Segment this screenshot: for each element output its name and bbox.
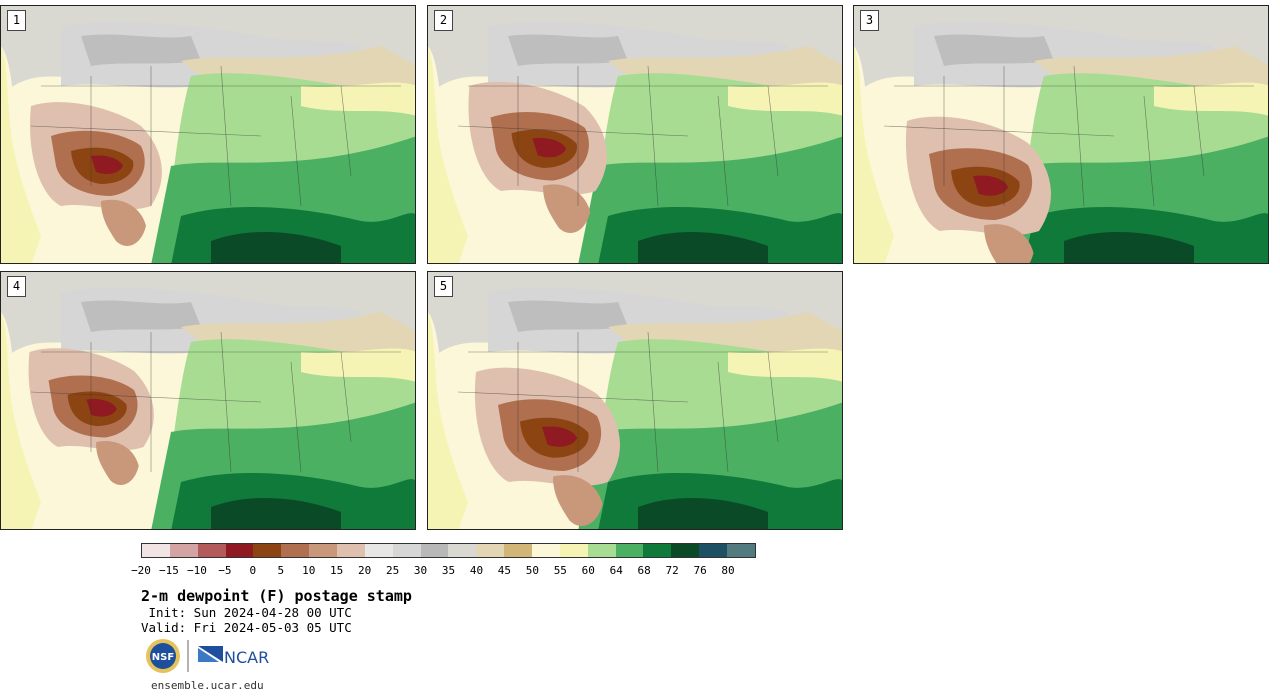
panel-number: 4 (7, 276, 26, 297)
colorbar-swatch (587, 544, 616, 557)
map-panel-2: 2 (427, 5, 843, 264)
colorbar-tick-label: 30 (413, 564, 428, 577)
panel-number: 1 (7, 10, 26, 31)
colorbar-tick-label: −10 (186, 564, 207, 577)
colorbar-tick-label: 60 (581, 564, 595, 577)
colorbar-tick-label: 25 (385, 564, 400, 577)
colorbar-tick-label: 5 (277, 564, 285, 577)
colorbar-tick-label: 50 (525, 564, 539, 577)
colorbar-swatch (169, 544, 198, 557)
colorbar-swatch (197, 544, 226, 557)
colorbar-swatch (671, 544, 700, 557)
colorbar-tick-label: 72 (665, 564, 679, 577)
map-panel-4: 4 (0, 271, 416, 530)
colorbar-swatch (643, 544, 672, 557)
colorbar-tick-label: 15 (330, 564, 344, 577)
panel-number: 5 (434, 276, 453, 297)
colorbar-tick-label: 35 (441, 564, 456, 577)
colorbar-tick-label: 0 (249, 564, 257, 577)
colorbar-swatch (559, 544, 588, 557)
valid-time: Valid: Fri 2024-05-03 05 UTC (141, 620, 352, 635)
panel-number: 2 (434, 10, 453, 31)
colorbar-tick-label: 76 (693, 564, 707, 577)
colorbar-swatch (532, 544, 560, 557)
colorbar-swatch (476, 544, 505, 557)
nsf-logo-icon: NSF (146, 639, 180, 673)
colorbar-swatch (420, 544, 449, 557)
colorbar-tick-label: 80 (721, 564, 735, 577)
colorbar-tick-label: −5 (218, 564, 232, 577)
colorbar-tick-label: 64 (609, 564, 623, 577)
colorbar-tick-label: 40 (469, 564, 484, 577)
colorbar-tick-label: 55 (553, 564, 567, 577)
colorbar-swatch (448, 544, 477, 557)
init-time: Init: Sun 2024-04-28 00 UTC (141, 605, 352, 620)
colorbar (141, 543, 756, 558)
colorbar-swatch (615, 544, 644, 557)
colorbar-swatch (337, 544, 365, 557)
ncar-logo-icon: NCAR (198, 646, 269, 667)
colorbar-swatch (309, 544, 338, 557)
map-panel-1: 1 (0, 5, 416, 264)
logos: NSF NCAR (146, 639, 269, 673)
website-text: ensemble.ucar.edu (151, 679, 264, 692)
colorbar-swatch (253, 544, 282, 557)
colorbar-swatch (392, 544, 421, 557)
map-panel-5: 5 (427, 271, 843, 530)
colorbar-swatch (225, 544, 254, 557)
nsf-logo-text: NSF (152, 652, 174, 663)
ncar-logo-text: NCAR (224, 648, 269, 667)
colorbar-swatch (699, 544, 728, 557)
colorbar-tick-label: −15 (159, 564, 179, 577)
colorbar-swatch (281, 544, 310, 557)
colorbar-tick-label: 45 (497, 564, 512, 577)
panel-number: 3 (860, 10, 879, 31)
colorbar-swatch (504, 544, 533, 557)
colorbar-swatch (364, 544, 393, 557)
colorbar-swatch (727, 544, 755, 557)
colorbar-tick-label: 10 (302, 564, 316, 577)
map-panel-3: 3 (853, 5, 1269, 264)
colorbar-tick-label: −20 (131, 564, 151, 577)
figure-title: 2-m dewpoint (F) postage stamp (141, 587, 412, 605)
colorbar-tick-label: 20 (358, 564, 372, 577)
colorbar-swatch (142, 544, 170, 557)
colorbar-tick-label: 68 (637, 564, 651, 577)
